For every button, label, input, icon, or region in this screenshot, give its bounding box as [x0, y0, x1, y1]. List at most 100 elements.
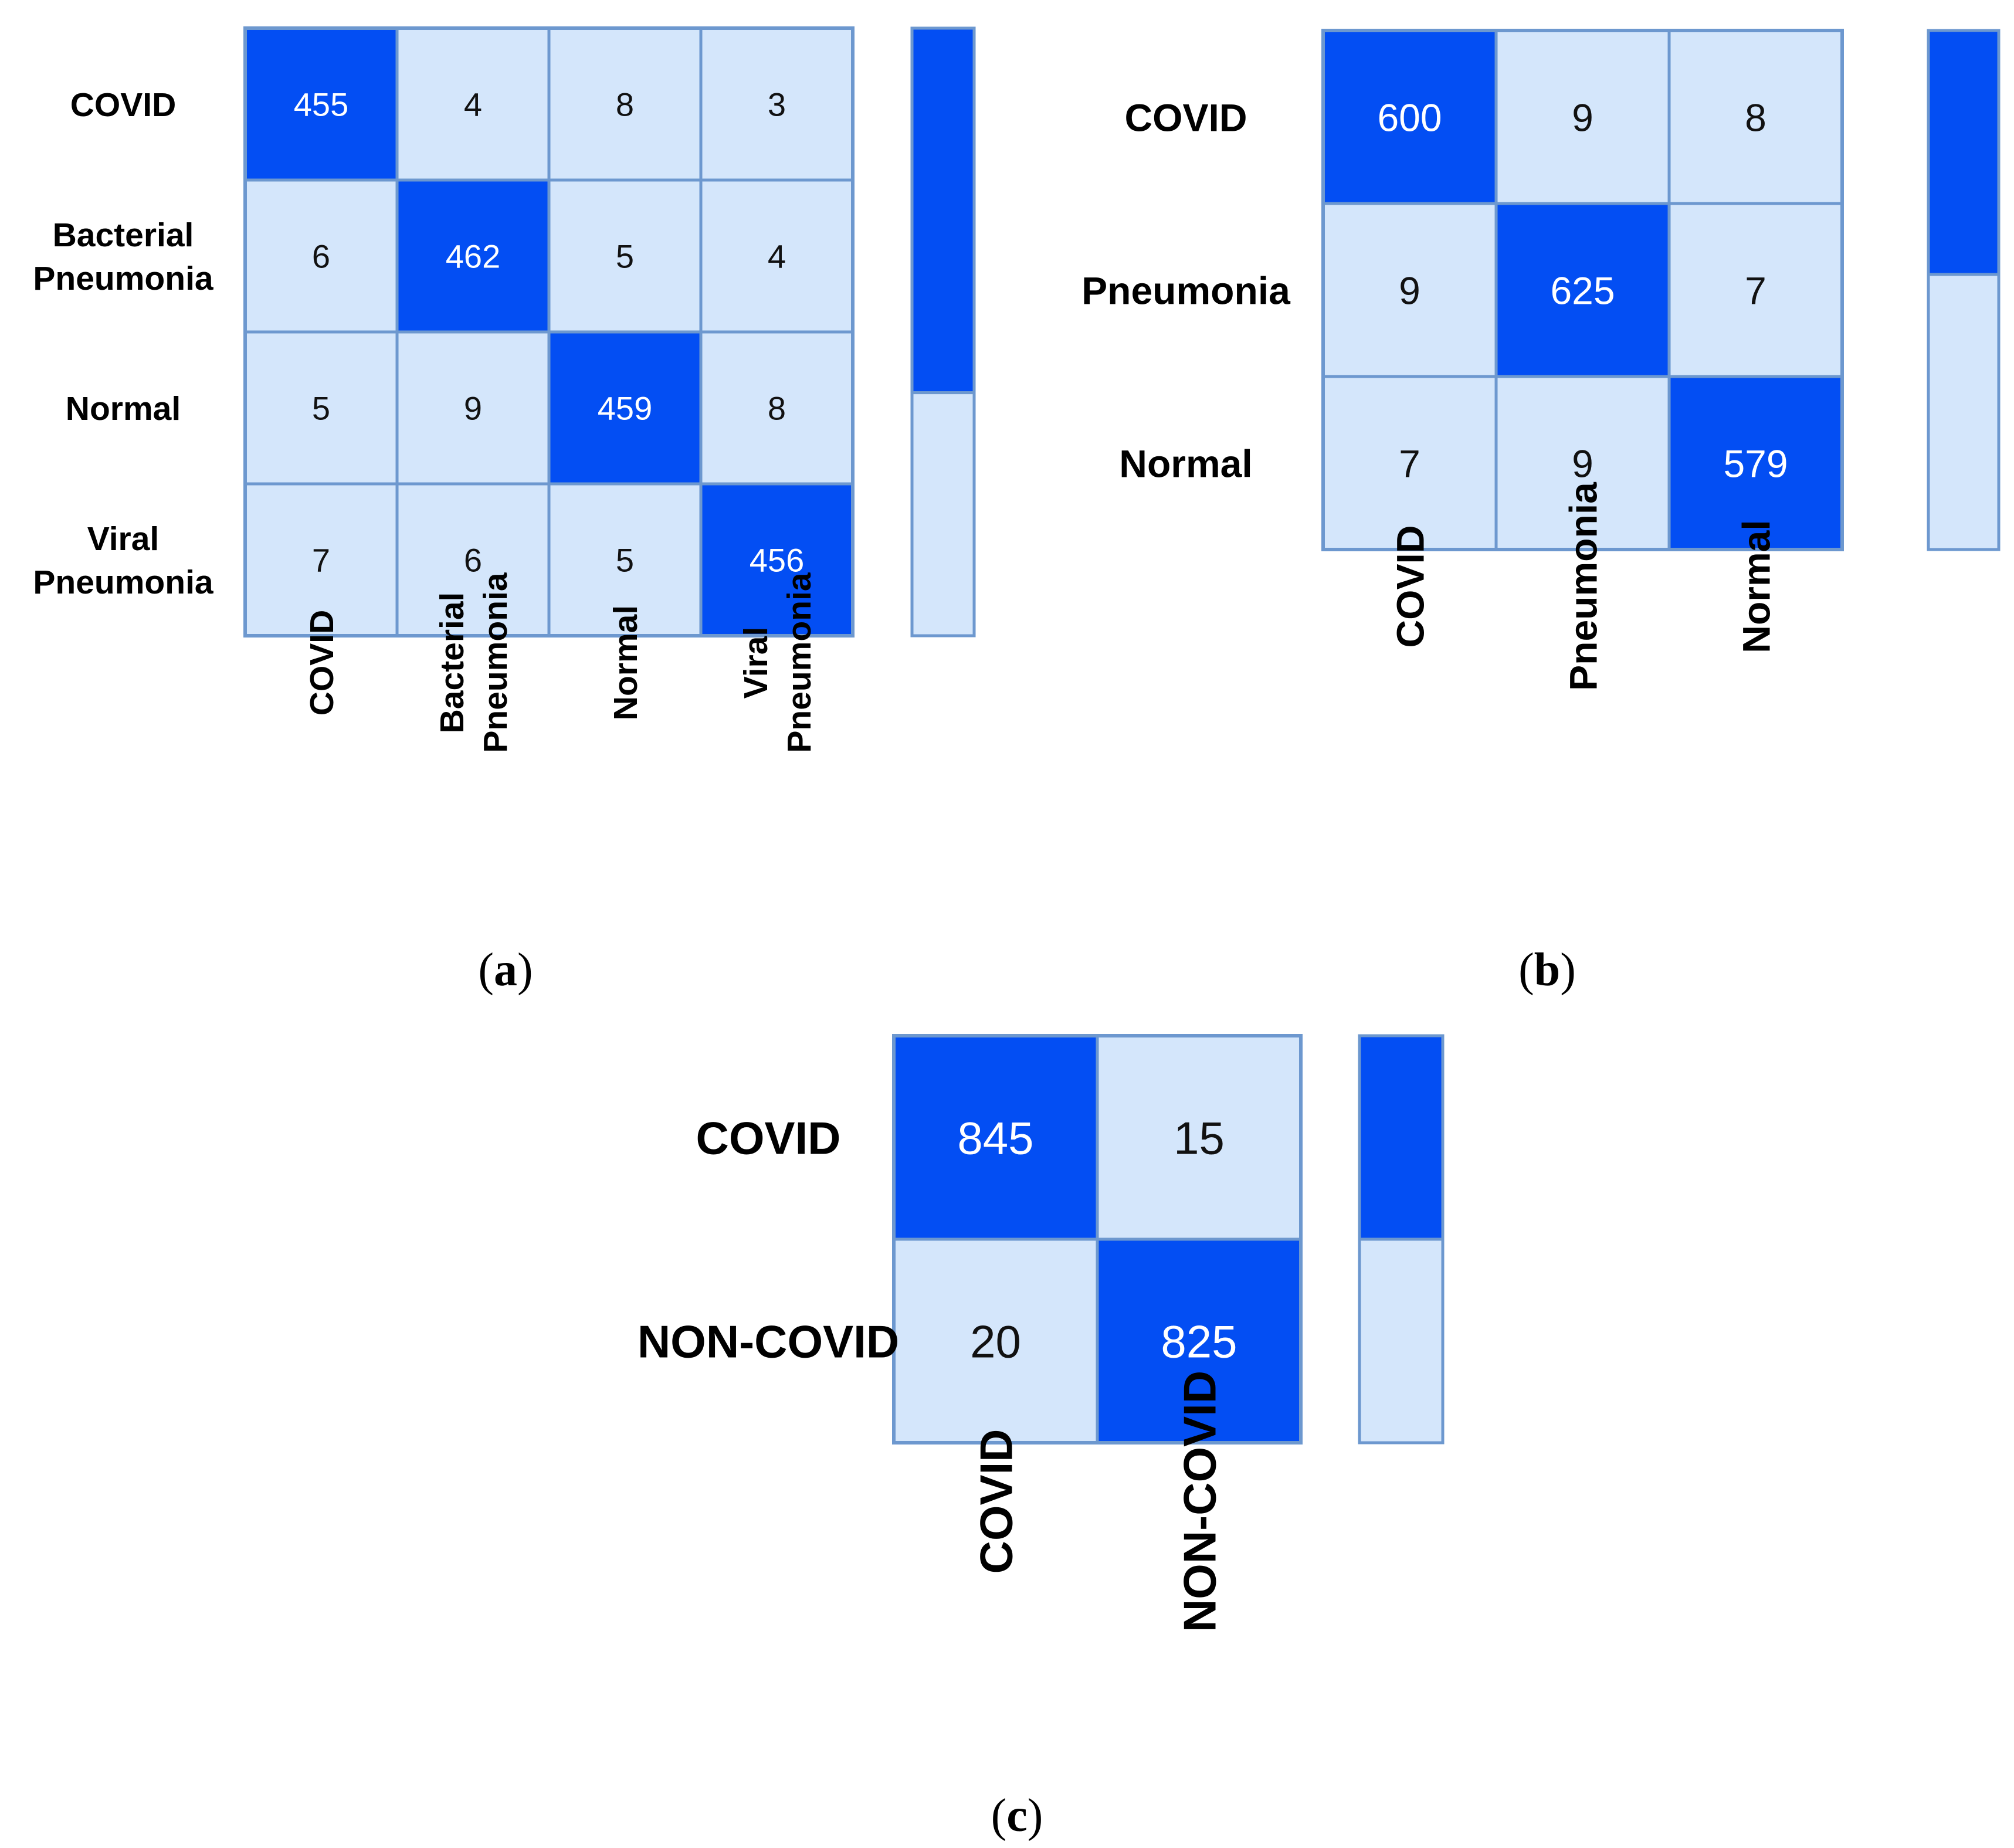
row-label-line: Pneumonia	[1081, 269, 1291, 312]
cell-value: 4	[768, 238, 786, 275]
col-label: Bacterial Pneumonia	[433, 572, 514, 753]
matrix-border	[892, 1034, 1303, 1445]
cell-value: 9	[1572, 96, 1593, 139]
col-label-line: Pneumonia	[1561, 482, 1605, 691]
cell-value: 6	[464, 542, 482, 579]
matrix-cell	[699, 178, 855, 334]
col-label: COVID	[971, 1429, 1022, 1574]
col-label: Normal	[607, 605, 645, 720]
colorbar-low	[1927, 273, 2001, 551]
cell-value: 459	[598, 390, 652, 427]
row-label-line: NON-COVID	[638, 1316, 899, 1368]
matrix-cell	[1096, 1034, 1303, 1241]
col-label: NON-COVID	[1174, 1371, 1226, 1632]
cell-value: 579	[1723, 442, 1788, 485]
col-label-line: Bacterial	[433, 592, 471, 734]
col-label-line: COVID	[303, 610, 341, 716]
col-label-line: COVID	[971, 1429, 1022, 1574]
cell-value: 8	[768, 390, 786, 427]
cell-value: 462	[446, 238, 500, 275]
matrix-cell	[395, 330, 551, 486]
panel-caption: (c)	[991, 1790, 1043, 1842]
confusion-matrix-b: 600 9 8 9 625 7 7 9 579 COVID Pneumonia Normal COVID…	[1081, 29, 2001, 996]
row-label-line: Normal	[66, 390, 181, 428]
row-label: NON-COVID	[638, 1316, 899, 1368]
cell-value: 7	[1399, 442, 1420, 485]
row-label: COVID	[1124, 96, 1247, 139]
confusion-matrix-c: 845 15 20 825 COVID NON-COVID COVID NON-COVID (c…	[638, 1034, 1445, 1842]
cell-value: 6	[312, 238, 330, 275]
row-label-line: COVID	[70, 86, 177, 124]
matrix-cell	[1321, 202, 1498, 378]
col-label: Pneumonia	[1561, 482, 1605, 691]
caption-letter: a	[494, 944, 517, 996]
cell-value: 15	[1174, 1113, 1225, 1164]
cell-value: 20	[970, 1316, 1021, 1368]
cell-value: 9	[1399, 269, 1420, 312]
col-label-line: Viral	[737, 627, 775, 699]
caption-paren: )	[517, 944, 533, 996]
colorbar-low	[1358, 1237, 1445, 1445]
matrix-cell	[395, 178, 551, 334]
cell-value: 5	[312, 390, 330, 427]
caption-letter: b	[1534, 944, 1561, 996]
row-label-line: COVID	[1124, 96, 1247, 139]
matrix-cell	[1321, 375, 1498, 551]
matrix-border	[1321, 29, 1844, 551]
matrix-cell	[1494, 29, 1671, 205]
cell-value: 3	[768, 86, 786, 123]
cell-value: 600	[1377, 96, 1442, 139]
cell-value: 625	[1550, 269, 1615, 312]
col-label-line: Pneumonia	[477, 572, 514, 753]
col-label: COVID	[1388, 525, 1432, 647]
cell-value: 8	[616, 86, 634, 123]
cell-value: 455	[294, 86, 348, 123]
matrix-cell	[243, 26, 399, 182]
matrix-cell	[547, 482, 703, 638]
row-label: COVID	[70, 86, 177, 124]
row-label: Pneumonia	[1081, 269, 1291, 312]
caption-paren: )	[1560, 944, 1576, 996]
row-label-line: Normal	[1119, 442, 1252, 485]
cell-value: 7	[312, 542, 330, 579]
cell-value: 9	[1572, 442, 1593, 485]
row-label: Normal	[66, 390, 181, 428]
col-label: Normal	[1734, 520, 1778, 653]
cell-value: 7	[1745, 269, 1767, 312]
col-label: COVID	[303, 610, 341, 716]
colorbar-high	[910, 26, 976, 395]
cell-value: 5	[616, 238, 634, 275]
matrix-cell	[699, 330, 855, 486]
cell-value: 456	[750, 542, 804, 579]
colorbar-high	[1358, 1034, 1445, 1241]
cell-value: 9	[464, 390, 482, 427]
panel-caption: (b)	[1518, 944, 1576, 996]
col-label-line: Pneumonia	[781, 572, 818, 753]
colorbar-high	[1927, 29, 2001, 276]
cell-value: 8	[1745, 96, 1767, 139]
caption-paren: (	[991, 1790, 1007, 1842]
row-label: Bacterial Pneumonia	[33, 216, 214, 297]
panel-caption: (a)	[478, 944, 533, 996]
caption-paren: (	[1518, 944, 1534, 996]
matrix-cell	[1667, 202, 1844, 378]
row-label: Viral Pneumonia	[33, 520, 214, 601]
caption-letter: c	[1006, 1790, 1028, 1842]
col-label: Viral Pneumonia	[737, 572, 818, 753]
row-label: COVID	[696, 1113, 840, 1164]
caption-paren: (	[478, 944, 494, 996]
cell-value: 5	[616, 542, 634, 579]
col-label-line: COVID	[1388, 525, 1432, 647]
caption-paren: )	[1028, 1790, 1043, 1842]
col-label-line: NON-COVID	[1174, 1371, 1226, 1632]
row-label-line: Pneumonia	[33, 260, 214, 297]
matrix-border	[243, 26, 855, 638]
row-label-line: COVID	[696, 1113, 840, 1164]
cell-value: 845	[957, 1113, 1033, 1164]
col-label-line: Normal	[607, 605, 645, 720]
col-label-line: Normal	[1734, 520, 1778, 653]
matrix-cell	[1667, 29, 1844, 205]
row-label-line: Bacterial	[53, 216, 194, 254]
